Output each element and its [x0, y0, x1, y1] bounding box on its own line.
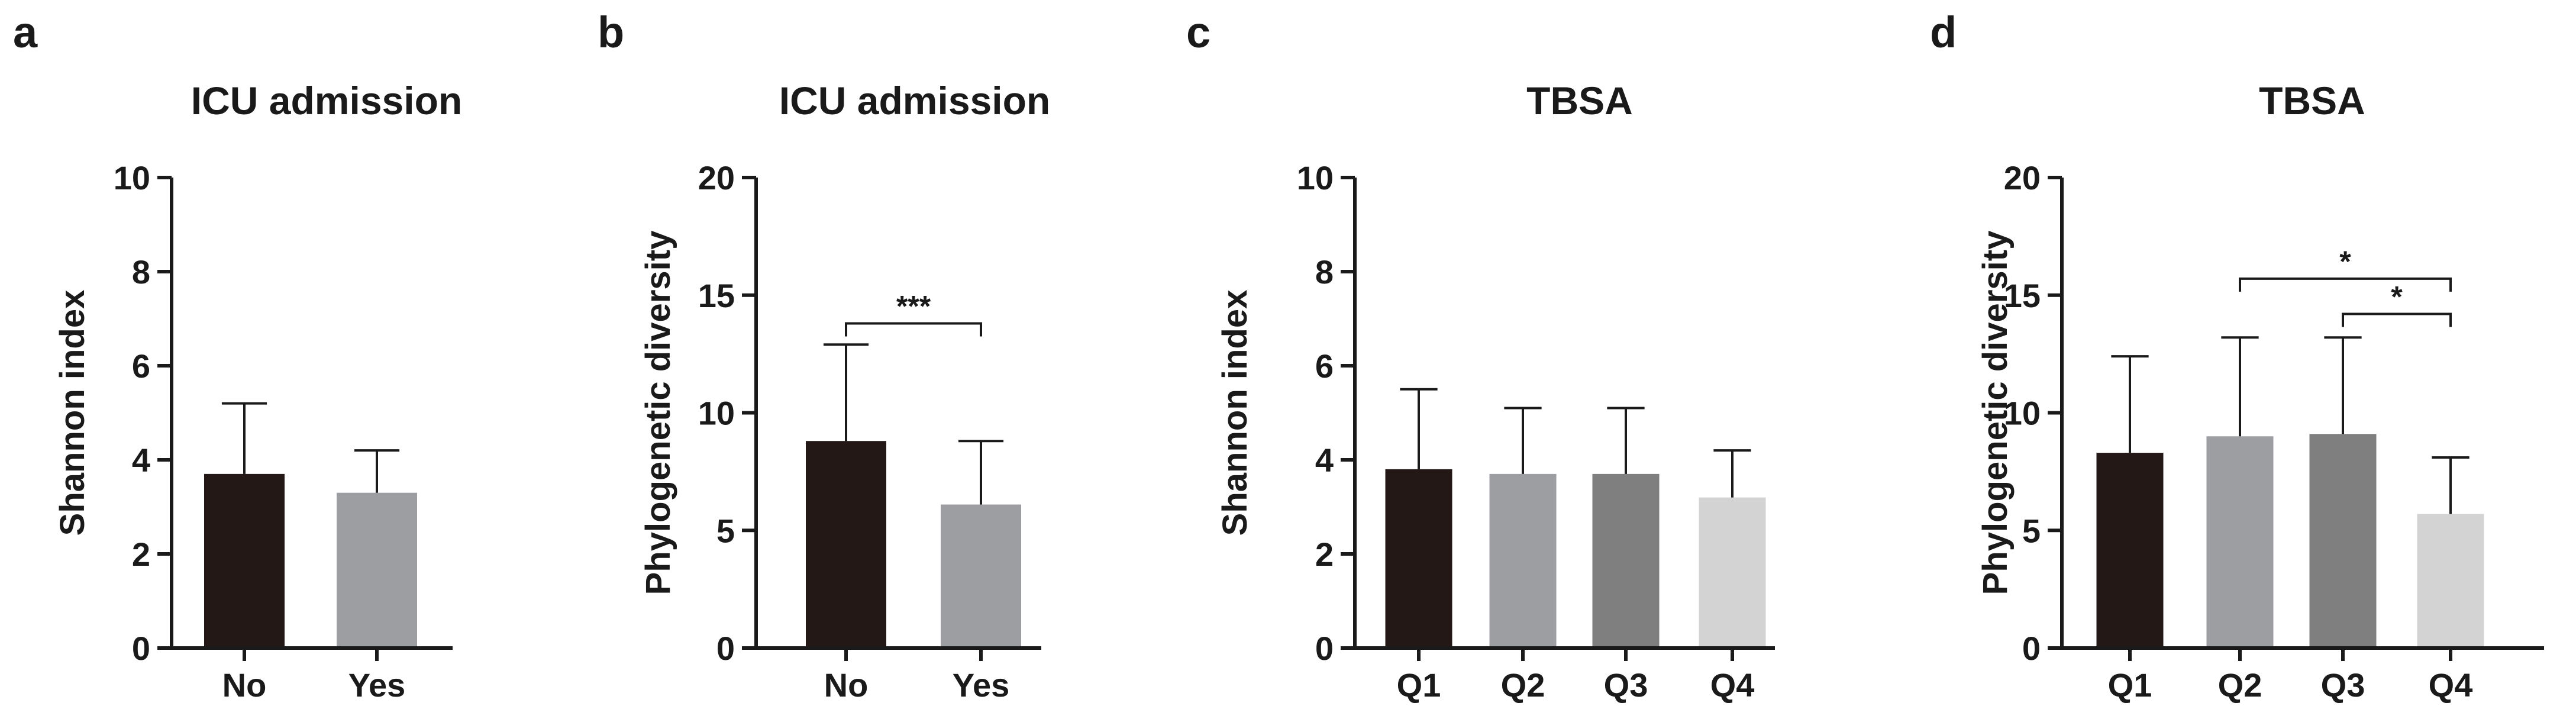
panel-label: a	[13, 8, 38, 57]
x-tick-label: Q1	[2108, 666, 2152, 704]
bar	[2417, 514, 2484, 648]
x-tick-label: No	[222, 666, 267, 704]
x-tick-label: Yes	[953, 666, 1010, 704]
y-tick-label: 20	[2004, 159, 2041, 196]
x-tick-label: No	[824, 666, 869, 704]
bar	[2309, 434, 2377, 648]
x-tick-label: Q2	[2218, 666, 2262, 704]
y-tick-label: 2	[1315, 536, 1334, 573]
bar	[806, 441, 886, 648]
bar	[1385, 469, 1452, 648]
significance-label: ***	[896, 289, 931, 323]
y-tick-label: 8	[1315, 253, 1334, 291]
bar	[941, 504, 1021, 648]
bar	[1592, 473, 1660, 648]
bar	[204, 473, 285, 648]
bar	[2206, 436, 2274, 648]
bar	[2096, 453, 2164, 648]
bar	[1699, 497, 1766, 648]
chart-title: TBSA	[1526, 79, 1633, 123]
x-tick-label: Q1	[1397, 666, 1441, 704]
y-axis-label: Phylogenetic diversity	[1976, 231, 2015, 595]
x-tick-label: Q3	[2321, 666, 2365, 704]
x-tick-label: Q4	[1710, 666, 1755, 704]
chart-title: TBSA	[2259, 79, 2365, 123]
y-tick-label: 5	[716, 512, 735, 549]
panel-label: d	[1930, 8, 1957, 57]
significance-bracket	[845, 322, 982, 337]
x-tick-label: Yes	[348, 666, 406, 704]
y-tick-label: 0	[716, 630, 735, 667]
y-tick-label: 10	[698, 395, 735, 432]
y-tick-label: 10	[1297, 159, 1334, 196]
y-tick-label: 0	[2022, 630, 2041, 667]
y-axis-label: Phylogenetic diversity	[639, 231, 677, 595]
y-tick-label: 5	[2022, 512, 2041, 549]
chart-title: ICU admission	[779, 79, 1050, 123]
y-tick-label: 10	[114, 159, 150, 196]
panel-label: b	[598, 8, 624, 57]
x-tick-label: Q2	[1501, 666, 1545, 704]
y-tick-label: 6	[132, 347, 150, 385]
significance-bracket	[2239, 277, 2452, 292]
y-tick-label: 15	[2004, 277, 2041, 314]
y-tick-label: 15	[698, 277, 735, 314]
panel-label: c	[1186, 8, 1210, 57]
y-tick-label: 20	[698, 159, 735, 196]
y-tick-label: 4	[1315, 441, 1334, 479]
y-tick-label: 10	[2004, 395, 2041, 432]
bar	[1489, 473, 1557, 648]
x-tick-label: Q3	[1604, 666, 1648, 704]
y-tick-label: 8	[132, 253, 150, 291]
y-tick-label: 0	[132, 630, 150, 667]
significance-label: *	[2339, 245, 2351, 278]
y-axis-label: Shannon index	[1216, 290, 1254, 536]
y-tick-label: 4	[132, 441, 150, 479]
x-tick-label: Q4	[2429, 666, 2473, 704]
bar	[337, 492, 417, 648]
chart-title: ICU admission	[191, 79, 462, 123]
y-axis-label: Shannon index	[53, 290, 92, 536]
significance-label: *	[2391, 281, 2403, 314]
y-tick-label: 6	[1315, 347, 1334, 385]
y-tick-label: 2	[132, 536, 150, 573]
significance-bracket	[2342, 312, 2452, 327]
y-tick-label: 0	[1315, 630, 1334, 667]
